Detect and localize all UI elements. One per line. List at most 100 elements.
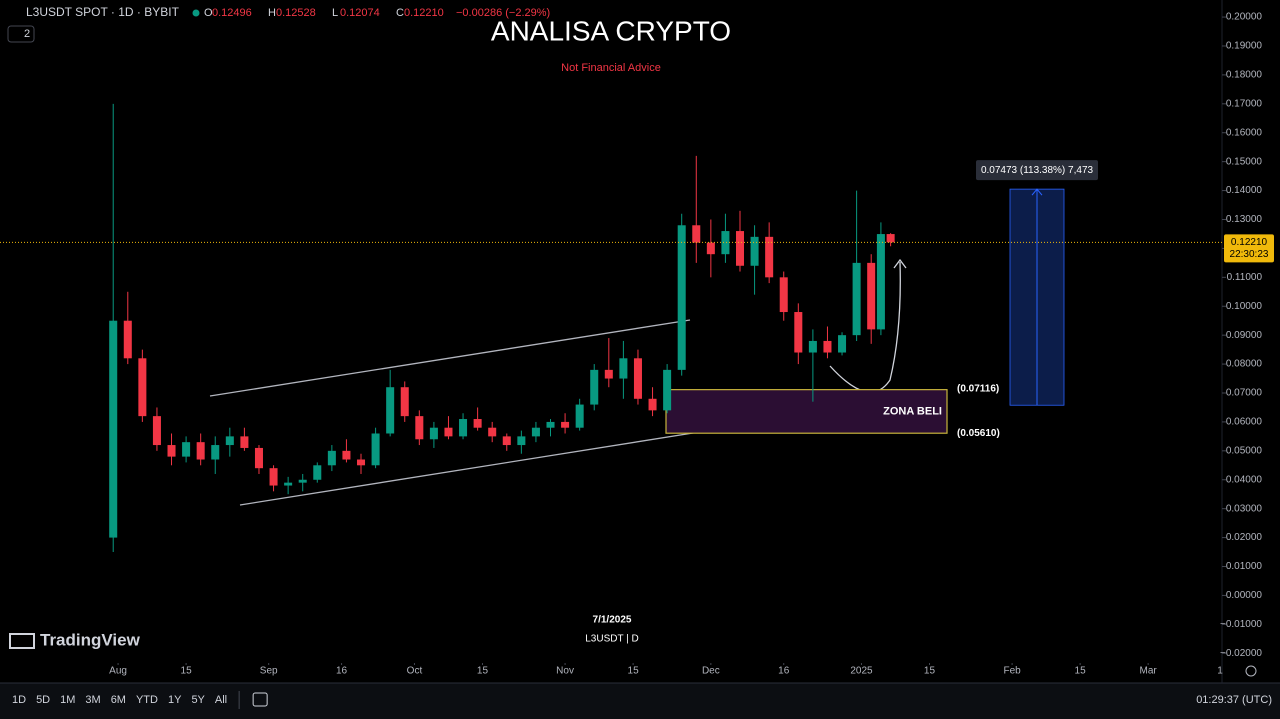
x-tick-label: 2025 bbox=[850, 666, 873, 677]
y-tick-label: 0.09000 bbox=[1226, 330, 1263, 341]
y-tick-label: 0.16000 bbox=[1226, 127, 1263, 138]
ohlc-key: C bbox=[396, 7, 404, 19]
candle-body bbox=[240, 436, 249, 448]
candle-body bbox=[663, 369, 672, 411]
chart-subtitle: Not Financial Advice bbox=[561, 62, 661, 74]
y-tick-label: 0.11000 bbox=[1227, 272, 1263, 283]
y-tick-label: −0.02000 bbox=[1220, 648, 1262, 659]
candle-body bbox=[750, 236, 759, 266]
range-button[interactable]: 5Y bbox=[191, 694, 205, 706]
settings-icon[interactable] bbox=[1245, 665, 1257, 677]
candle-body bbox=[838, 335, 847, 353]
candle-body bbox=[876, 234, 885, 330]
range-button[interactable]: 1M bbox=[60, 694, 75, 706]
symbol-label: L3USDT | D bbox=[585, 634, 639, 645]
range-button[interactable]: 5D bbox=[36, 694, 50, 706]
y-tick-label: 0.08000 bbox=[1226, 359, 1263, 370]
range-button[interactable]: 1Y bbox=[168, 694, 182, 706]
candle-body bbox=[152, 416, 161, 446]
range-button[interactable]: 3M bbox=[85, 694, 100, 706]
x-tick-label: Dec bbox=[702, 666, 720, 677]
x-tick-label: Mar bbox=[1140, 666, 1158, 677]
candle-body bbox=[561, 421, 570, 428]
x-tick-label: Sep bbox=[260, 666, 278, 677]
zone-name: ZONA BELI bbox=[883, 405, 942, 417]
y-tick-label: 0.05000 bbox=[1226, 445, 1263, 456]
x-tick-label: 15 bbox=[1075, 666, 1087, 677]
buy-zone bbox=[665, 389, 948, 434]
x-tick-label: Oct bbox=[407, 666, 423, 677]
candle-body bbox=[196, 442, 205, 460]
ohlc-key: O bbox=[204, 7, 213, 19]
candle-body bbox=[706, 242, 715, 255]
candle-body bbox=[633, 358, 642, 399]
x-tick-label: 15 bbox=[924, 666, 936, 677]
range-button[interactable]: YTD bbox=[136, 694, 158, 706]
date-range-icon[interactable] bbox=[252, 692, 268, 707]
y-tick-label: 0.01000 bbox=[1226, 561, 1263, 572]
candle-body bbox=[109, 320, 118, 538]
candle-body bbox=[459, 419, 468, 437]
candle-body bbox=[648, 398, 657, 411]
candle-body bbox=[808, 340, 817, 353]
indicator-badge[interactable] bbox=[7, 25, 35, 43]
candle-body bbox=[225, 436, 234, 446]
candle-body bbox=[852, 262, 861, 336]
x-tick-label: 16 bbox=[336, 666, 348, 677]
candle-body bbox=[886, 234, 895, 243]
y-tick-label: −0.01000 bbox=[1220, 619, 1262, 630]
candle-body bbox=[357, 459, 366, 466]
clock: 01:29:37 (UTC) bbox=[1196, 694, 1272, 706]
ohlc-key: H bbox=[268, 7, 276, 19]
bottom-toolbar bbox=[0, 683, 1280, 719]
candle-body bbox=[677, 225, 686, 370]
candle-body bbox=[692, 225, 701, 243]
candle-body bbox=[284, 482, 293, 486]
curved-arrow bbox=[829, 258, 907, 393]
candle-body bbox=[138, 358, 147, 417]
candle-body bbox=[123, 320, 132, 359]
last-price-tag bbox=[1224, 234, 1274, 263]
candle-body bbox=[254, 447, 263, 469]
candle-body bbox=[604, 369, 613, 379]
candle-body bbox=[167, 445, 176, 457]
y-tick-label: 0.20000 bbox=[1226, 12, 1263, 23]
x-tick-label: Aug bbox=[109, 666, 127, 677]
logo-mark bbox=[9, 633, 35, 649]
candle-body bbox=[590, 369, 599, 405]
y-tick-label: 0.00000 bbox=[1226, 590, 1263, 601]
last-price-label: 0.12210 bbox=[1231, 237, 1268, 248]
y-tick-label: 0.17000 bbox=[1226, 98, 1263, 109]
candle-body bbox=[867, 262, 876, 330]
candle-body bbox=[182, 442, 191, 457]
x-tick-label: 15 bbox=[628, 666, 640, 677]
x-tick-label: Nov bbox=[556, 666, 574, 677]
x-tick-label: 16 bbox=[778, 666, 790, 677]
range-button[interactable]: All bbox=[215, 694, 227, 706]
candle-body bbox=[444, 427, 453, 437]
candle-body bbox=[517, 436, 526, 446]
axis-corner: 1 bbox=[1217, 666, 1223, 677]
candle-body bbox=[327, 450, 336, 466]
zone-bottom-label: (0.05610) bbox=[957, 428, 1000, 439]
y-tick-label: 0.15000 bbox=[1226, 156, 1263, 167]
y-tick-label: 0.06000 bbox=[1226, 417, 1263, 428]
candle-body bbox=[575, 404, 584, 428]
symbol: L3USDT SPOT · 1D · BYBIT bbox=[26, 5, 180, 19]
candle-body bbox=[546, 421, 555, 428]
y-tick-label: 0.03000 bbox=[1226, 503, 1263, 514]
candle-body bbox=[386, 387, 395, 434]
candle-body bbox=[298, 479, 307, 483]
ohlc-value: 0.12496 bbox=[212, 7, 252, 19]
candle-body bbox=[371, 433, 380, 466]
candle-body bbox=[211, 445, 220, 460]
y-tick-label: 0.04000 bbox=[1226, 474, 1263, 485]
range-button[interactable]: 1D bbox=[12, 694, 26, 706]
ohlc-key: L bbox=[332, 7, 338, 19]
status-dot bbox=[192, 9, 200, 17]
y-tick-label: 0.19000 bbox=[1226, 41, 1263, 52]
candle-body bbox=[313, 465, 322, 480]
ohlc-value: 0.12074 bbox=[340, 7, 380, 19]
range-button[interactable]: 6M bbox=[111, 694, 126, 706]
